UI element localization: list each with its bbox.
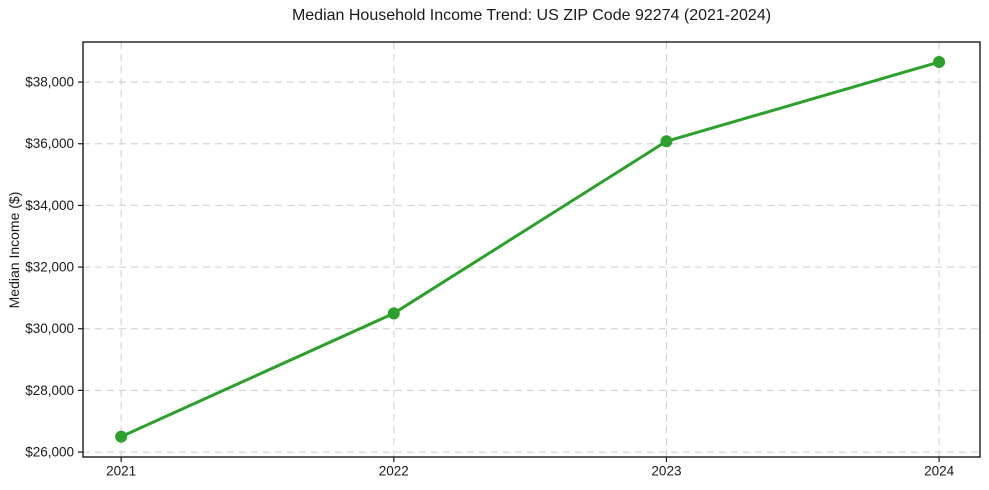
chart-title: Median Household Income Trend: US ZIP Co… bbox=[291, 7, 772, 24]
y-tick-label: $30,000 bbox=[25, 321, 74, 336]
y-tick-label: $36,000 bbox=[25, 136, 74, 151]
y-tick-label: $38,000 bbox=[25, 75, 74, 90]
y-tick-label: $28,000 bbox=[25, 383, 74, 398]
x-tick-label: 2024 bbox=[924, 464, 955, 479]
data-point-2021 bbox=[115, 430, 128, 443]
data-point-2023 bbox=[660, 135, 673, 148]
data-point-2024 bbox=[933, 56, 946, 69]
income-trend-line bbox=[119, 60, 941, 439]
y-tick-label: $26,000 bbox=[25, 445, 74, 460]
plot-border bbox=[82, 41, 981, 458]
data-point-2022 bbox=[387, 307, 400, 320]
x-tick-label: 2023 bbox=[651, 464, 681, 479]
y-tick-label: $34,000 bbox=[25, 198, 74, 213]
y-tick-label: $32,000 bbox=[25, 260, 74, 275]
x-tick-label: 2022 bbox=[379, 464, 409, 479]
x-tick-label: 2021 bbox=[106, 464, 136, 479]
